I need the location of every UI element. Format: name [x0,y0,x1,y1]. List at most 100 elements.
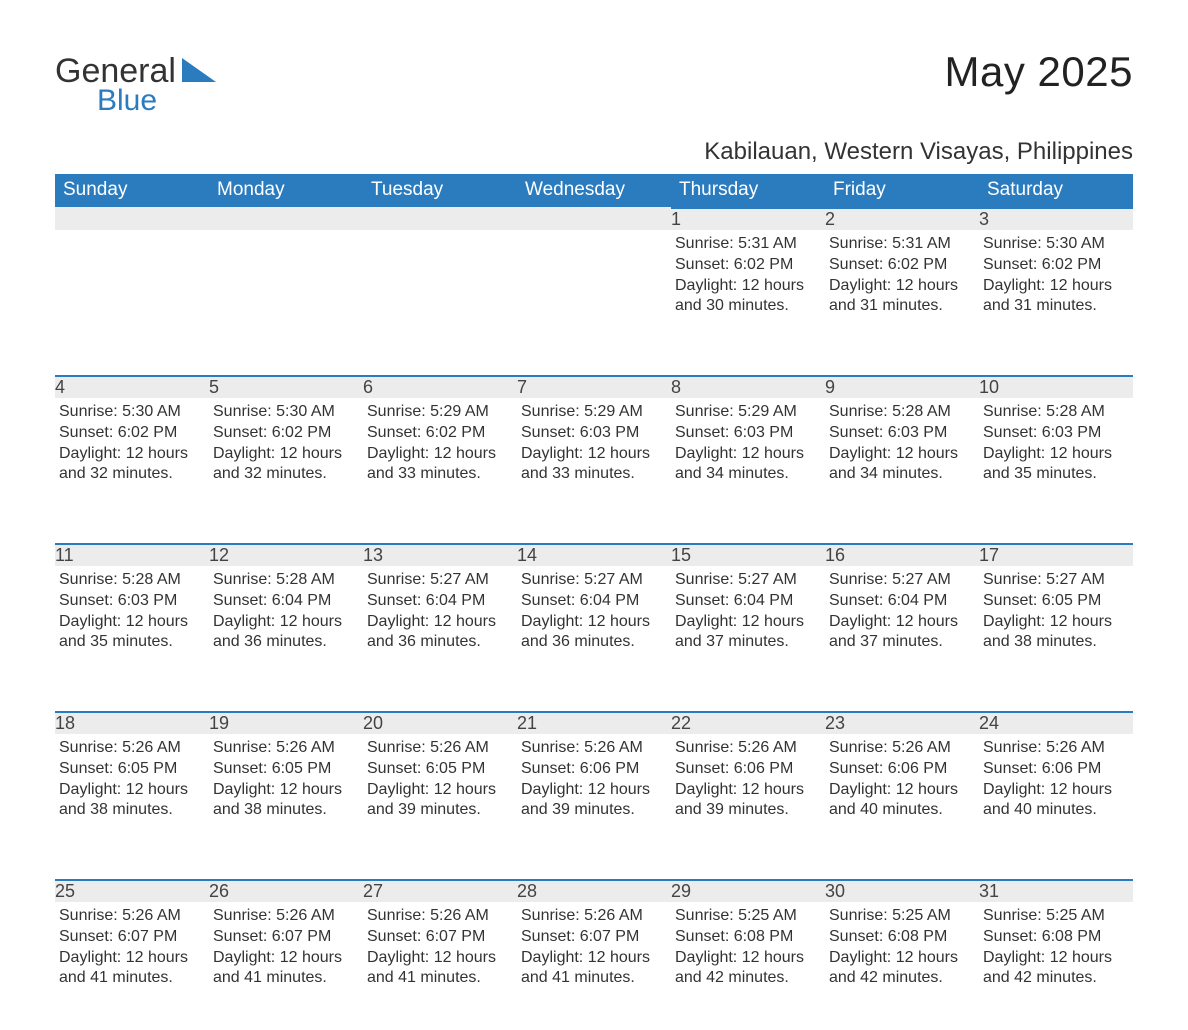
week-daynum-row: 123 [55,208,1133,230]
sunrise-line: Sunrise: 5:27 AM [983,570,1127,591]
daylight-line: Daylight: 12 hours and 41 minutes. [59,948,203,990]
daylight-line: Daylight: 12 hours and 42 minutes. [983,948,1127,990]
brand-triangle-icon [182,58,216,87]
sunset-line: Sunset: 6:02 PM [829,255,973,276]
calendar-table: SundayMondayTuesdayWednesdayThursdayFrid… [55,174,1133,1030]
sunset-line: Sunset: 6:04 PM [829,591,973,612]
sunrise-line: Sunrise: 5:25 AM [829,906,973,927]
day-number: 7 [517,376,671,398]
sunrise-line: Sunrise: 5:26 AM [675,738,819,759]
daylight-line: Daylight: 12 hours and 38 minutes. [213,780,357,822]
sunset-line: Sunset: 6:02 PM [675,255,819,276]
sunset-line: Sunset: 6:08 PM [983,927,1127,948]
daylight-line: Daylight: 12 hours and 32 minutes. [59,444,203,486]
sunrise-line: Sunrise: 5:26 AM [367,906,511,927]
day-number: 28 [517,880,671,902]
day-number: 2 [825,208,979,230]
day-number: 19 [209,712,363,734]
sunrise-line: Sunrise: 5:30 AM [59,402,203,423]
sunset-line: Sunset: 6:03 PM [521,423,665,444]
sunrise-line: Sunrise: 5:31 AM [829,234,973,255]
day-number: 5 [209,376,363,398]
sunset-line: Sunset: 6:04 PM [521,591,665,612]
empty-day-cell [209,230,363,358]
day-cell: Sunrise: 5:31 AMSunset: 6:02 PMDaylight:… [825,230,979,358]
brand-name-2: Blue [97,84,157,118]
day-cell: Sunrise: 5:26 AMSunset: 6:06 PMDaylight:… [979,734,1133,862]
sunrise-line: Sunrise: 5:29 AM [521,402,665,423]
day-header: Friday [825,174,979,208]
sunset-line: Sunset: 6:07 PM [213,927,357,948]
sunset-line: Sunset: 6:05 PM [367,759,511,780]
sunrise-line: Sunrise: 5:27 AM [675,570,819,591]
day-number: 17 [979,544,1133,566]
day-cell: Sunrise: 5:26 AMSunset: 6:07 PMDaylight:… [517,902,671,1030]
day-cell: Sunrise: 5:28 AMSunset: 6:04 PMDaylight:… [209,566,363,694]
sunrise-line: Sunrise: 5:31 AM [675,234,819,255]
sunset-line: Sunset: 6:06 PM [983,759,1127,780]
day-number: 6 [363,376,517,398]
sunset-line: Sunset: 6:07 PM [521,927,665,948]
day-number: 26 [209,880,363,902]
day-cell: Sunrise: 5:30 AMSunset: 6:02 PMDaylight:… [55,398,209,526]
sunrise-line: Sunrise: 5:26 AM [213,906,357,927]
day-cell: Sunrise: 5:26 AMSunset: 6:05 PMDaylight:… [209,734,363,862]
day-cell: Sunrise: 5:29 AMSunset: 6:03 PMDaylight:… [517,398,671,526]
day-number: 3 [979,208,1133,230]
week-content-row: Sunrise: 5:30 AMSunset: 6:02 PMDaylight:… [55,398,1133,526]
empty-day-cell [517,230,671,358]
day-number: 1 [671,208,825,230]
day-cell: Sunrise: 5:27 AMSunset: 6:05 PMDaylight:… [979,566,1133,694]
daylight-line: Daylight: 12 hours and 42 minutes. [829,948,973,990]
day-header: Tuesday [363,174,517,208]
day-cell: Sunrise: 5:29 AMSunset: 6:03 PMDaylight:… [671,398,825,526]
day-number: 10 [979,376,1133,398]
daylight-line: Daylight: 12 hours and 30 minutes. [675,276,819,318]
day-number: 8 [671,376,825,398]
daylight-line: Daylight: 12 hours and 31 minutes. [983,276,1127,318]
day-cell: Sunrise: 5:27 AMSunset: 6:04 PMDaylight:… [363,566,517,694]
day-cell: Sunrise: 5:27 AMSunset: 6:04 PMDaylight:… [671,566,825,694]
sunrise-line: Sunrise: 5:28 AM [829,402,973,423]
sunrise-line: Sunrise: 5:30 AM [213,402,357,423]
sunset-line: Sunset: 6:04 PM [213,591,357,612]
sunset-line: Sunset: 6:06 PM [829,759,973,780]
sunset-line: Sunset: 6:03 PM [59,591,203,612]
week-content-row: Sunrise: 5:26 AMSunset: 6:07 PMDaylight:… [55,902,1133,1030]
day-header: Saturday [979,174,1133,208]
daylight-line: Daylight: 12 hours and 42 minutes. [675,948,819,990]
day-header: Monday [209,174,363,208]
day-number: 13 [363,544,517,566]
daylight-line: Daylight: 12 hours and 33 minutes. [367,444,511,486]
sunrise-line: Sunrise: 5:26 AM [213,738,357,759]
day-cell: Sunrise: 5:31 AMSunset: 6:02 PMDaylight:… [671,230,825,358]
sunrise-line: Sunrise: 5:27 AM [829,570,973,591]
day-number: 25 [55,880,209,902]
empty-day-number [209,208,363,230]
daylight-line: Daylight: 12 hours and 41 minutes. [521,948,665,990]
empty-day-cell [363,230,517,358]
daylight-line: Daylight: 12 hours and 31 minutes. [829,276,973,318]
daylight-line: Daylight: 12 hours and 32 minutes. [213,444,357,486]
day-number: 24 [979,712,1133,734]
daylight-line: Daylight: 12 hours and 33 minutes. [521,444,665,486]
day-number: 23 [825,712,979,734]
day-cell: Sunrise: 5:29 AMSunset: 6:02 PMDaylight:… [363,398,517,526]
empty-day-cell [55,230,209,358]
week-spacer [55,358,1133,376]
sunrise-line: Sunrise: 5:28 AM [213,570,357,591]
week-spacer [55,694,1133,712]
day-number: 21 [517,712,671,734]
daylight-line: Daylight: 12 hours and 40 minutes. [829,780,973,822]
sunrise-line: Sunrise: 5:29 AM [367,402,511,423]
sunset-line: Sunset: 6:03 PM [829,423,973,444]
daylight-line: Daylight: 12 hours and 37 minutes. [675,612,819,654]
day-cell: Sunrise: 5:25 AMSunset: 6:08 PMDaylight:… [671,902,825,1030]
daylight-line: Daylight: 12 hours and 34 minutes. [829,444,973,486]
day-cell: Sunrise: 5:26 AMSunset: 6:05 PMDaylight:… [363,734,517,862]
page-title: May 2025 [945,48,1133,96]
sunset-line: Sunset: 6:04 PM [367,591,511,612]
day-number: 30 [825,880,979,902]
daylight-line: Daylight: 12 hours and 37 minutes. [829,612,973,654]
sunset-line: Sunset: 6:05 PM [213,759,357,780]
